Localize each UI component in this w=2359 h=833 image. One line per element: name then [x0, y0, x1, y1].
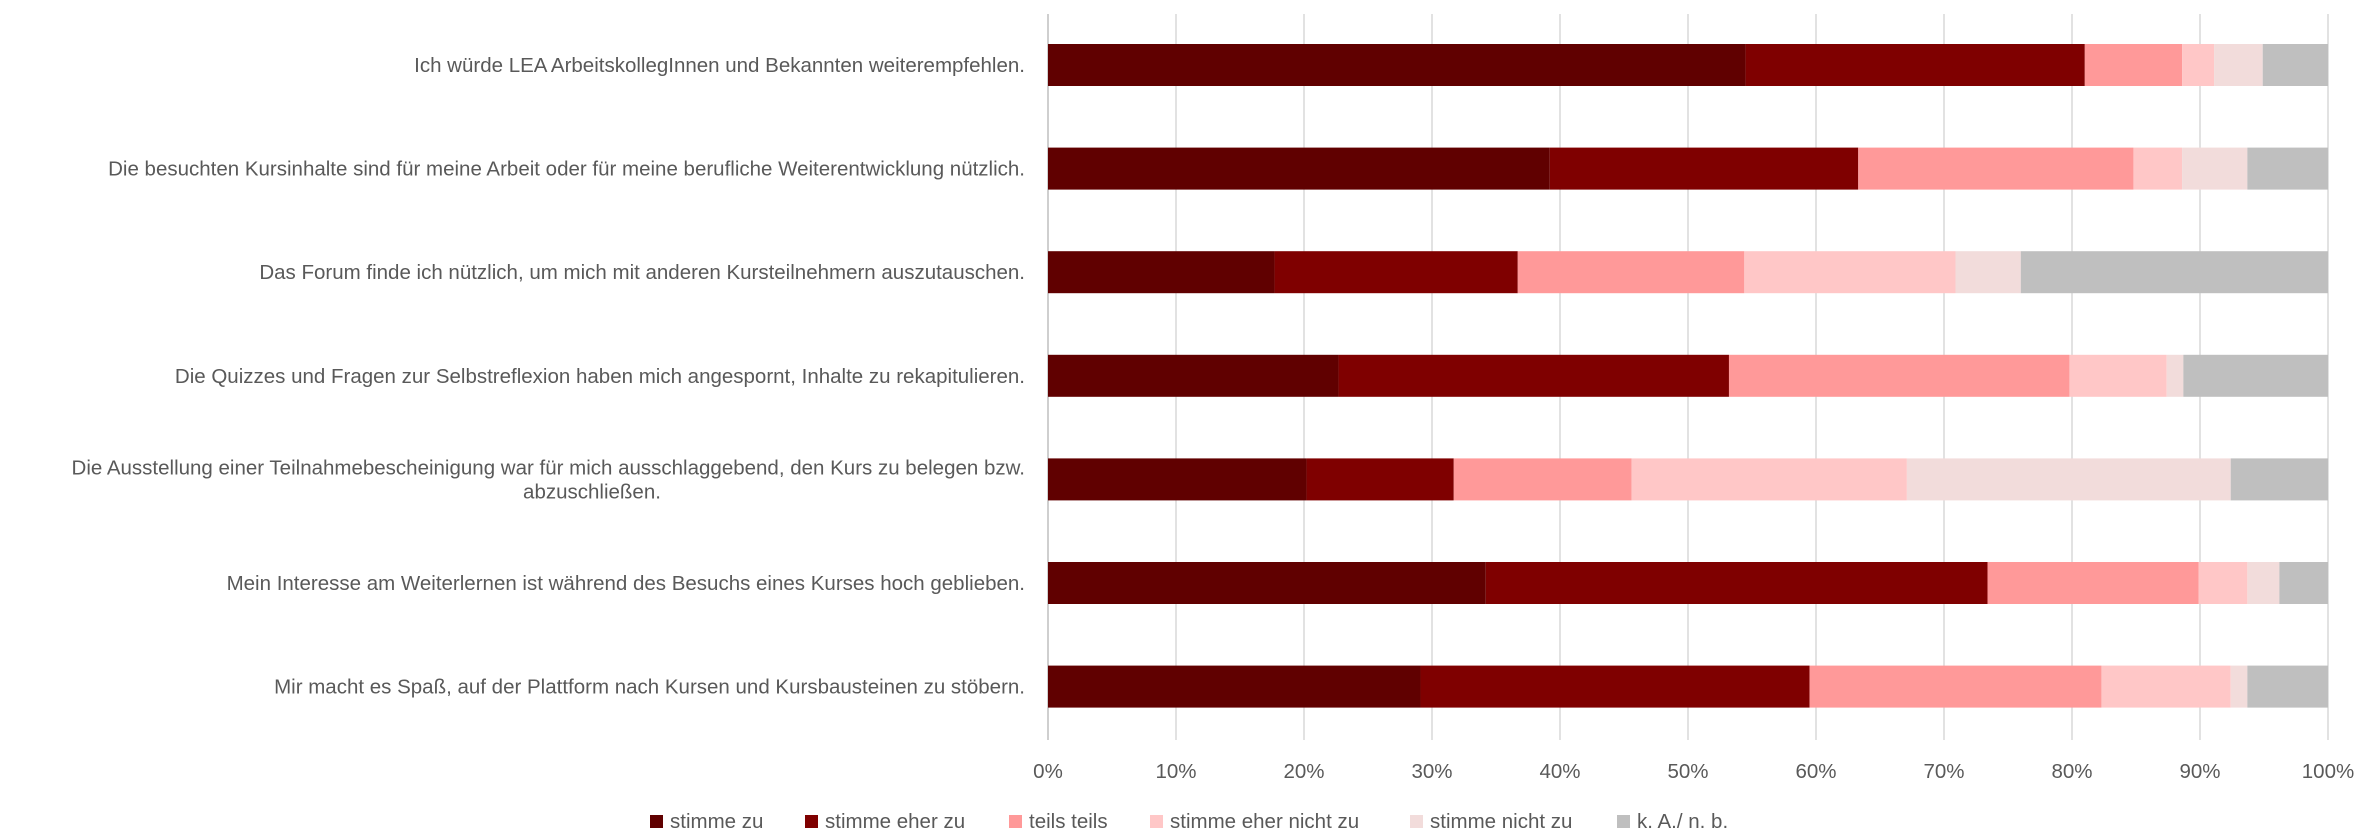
bar-segment	[2182, 148, 2247, 190]
bar-segment	[2183, 355, 2328, 397]
bar-segment	[1729, 355, 2069, 397]
bar-segment	[1858, 148, 2133, 190]
category-label: Die Ausstellung einer Teilnahmebescheini…	[72, 456, 1025, 479]
legend-swatch	[1009, 815, 1022, 828]
bar-segment	[1956, 251, 2021, 293]
bar-segment	[2247, 562, 2279, 604]
bar-segment	[1744, 251, 1955, 293]
bar-segment	[1048, 251, 1275, 293]
legend-swatch	[1150, 815, 1163, 828]
bar-segment	[2021, 251, 2328, 293]
bar-segment	[2101, 666, 2230, 708]
bar-segment	[1048, 666, 1420, 708]
x-tick-label: 30%	[1411, 760, 1452, 783]
category-label: Die Quizzes und Fragen zur Selbstreflexi…	[175, 365, 1025, 388]
bar-segment	[2279, 562, 2328, 604]
legend: stimme zu stimme eher zu teils teils stimme…	[650, 810, 1728, 833]
bar-segment	[2199, 562, 2248, 604]
category-label: abzuschließen.	[523, 480, 661, 503]
x-tick-label: 90%	[2179, 760, 2220, 783]
bar-segment	[1518, 251, 1745, 293]
legend-swatch	[650, 815, 663, 828]
category-label: Mir macht es Spaß, auf der Plattform nac…	[274, 676, 1025, 699]
bar-segment	[1048, 458, 1307, 500]
legend-swatch	[1410, 815, 1423, 828]
bar-segment	[2231, 458, 2328, 500]
legend-label: stimme zu	[670, 810, 763, 833]
bar-segment	[2085, 44, 2182, 86]
bar-segment	[2263, 44, 2328, 86]
bar-segment	[1420, 666, 1809, 708]
bar-segment	[2133, 148, 2182, 190]
bar-segment	[1454, 458, 1632, 500]
bar-segment	[2182, 44, 2214, 86]
legend-label: stimme eher nicht zu	[1170, 810, 1359, 833]
x-tick-label: 60%	[1795, 760, 1836, 783]
bar-segment	[1307, 458, 1454, 500]
bar-segment	[1048, 148, 1550, 190]
x-tick-label: 40%	[1539, 760, 1580, 783]
bar-segment	[1339, 355, 1729, 397]
x-tick-label: 10%	[1155, 760, 1196, 783]
bar-segment	[2247, 666, 2328, 708]
bar-segment	[1810, 666, 2102, 708]
legend-label: k. A./ n. b.	[1637, 810, 1728, 833]
category-label: Mein Interesse am Weiterlernen ist währe…	[227, 572, 1025, 595]
bar-segment	[1048, 44, 1746, 86]
bar-segment	[1988, 562, 2199, 604]
x-tick-label: 0%	[1033, 760, 1063, 783]
category-label: Ich würde LEA ArbeitskollegInnen und Bek…	[414, 54, 1025, 77]
legend-label: teils teils	[1029, 810, 1108, 833]
bar-segment	[2167, 355, 2184, 397]
category-label: Die besuchten Kursinhalte sind für meine…	[108, 158, 1025, 181]
legend-label: stimme nicht zu	[1430, 810, 1572, 833]
x-tick-label: 50%	[1667, 760, 1708, 783]
bar-segment	[1550, 148, 1858, 190]
bar-segment	[2214, 44, 2263, 86]
legend-swatch	[1617, 815, 1630, 828]
bar-segment	[1632, 458, 1907, 500]
bar-segment	[1048, 562, 1486, 604]
x-axis-tick-labels: 0% 10% 20% 30% 40% 50% 60% 70% 80% 90% 100%	[1033, 760, 2354, 783]
x-tick-label: 100%	[2302, 760, 2354, 783]
bar-segment	[1486, 562, 1988, 604]
bar-segment	[1746, 44, 2085, 86]
legend-label: stimme eher zu	[825, 810, 965, 833]
x-tick-label: 70%	[1923, 760, 1964, 783]
x-tick-label: 20%	[1283, 760, 1324, 783]
x-tick-label: 80%	[2051, 760, 2092, 783]
bar-segment	[1048, 355, 1339, 397]
bar-segment	[1907, 458, 2231, 500]
category-label: Das Forum finde ich nützlich, um mich mi…	[259, 261, 1025, 284]
bar-segment	[2247, 148, 2328, 190]
category-labels: Ich würde LEA ArbeitskollegInnen und Bek…	[72, 54, 1025, 699]
bar-segment	[2069, 355, 2166, 397]
bar-segment	[1275, 251, 1518, 293]
bar-segment	[2231, 666, 2248, 708]
legend-swatch	[805, 815, 818, 828]
